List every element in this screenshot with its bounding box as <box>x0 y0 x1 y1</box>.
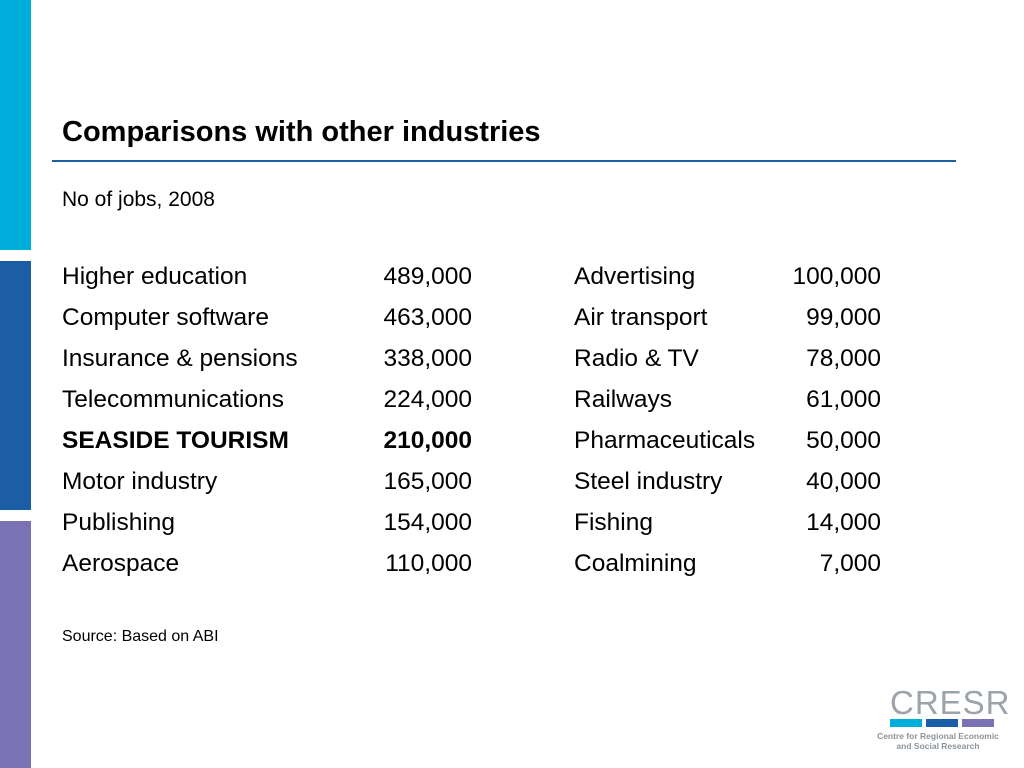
industry-name: SEASIDE TOURISM <box>62 427 289 454</box>
jobs-value: 110,000 <box>385 550 472 577</box>
jobs-table-right: Advertising 100,000 Air transport 99,000… <box>574 260 884 588</box>
logo-stripes <box>890 719 994 727</box>
logo-stripe-cyan <box>890 719 922 727</box>
table-row: Motor industry 165,000 <box>62 465 472 506</box>
jobs-value: 78,000 <box>806 345 881 372</box>
industry-name: Advertising <box>574 263 696 290</box>
logo-subtitle-line: Centre for Regional Economic <box>877 731 999 741</box>
industry-name: Fishing <box>574 509 653 536</box>
side-bar-bottom <box>0 521 31 768</box>
jobs-value: 489,000 <box>383 263 472 290</box>
table-row: Railways 61,000 <box>574 383 884 424</box>
logo-stripe-purple <box>962 719 994 727</box>
table-row: Steel industry 40,000 <box>574 465 884 506</box>
industry-name: Higher education <box>62 263 248 290</box>
industry-name: Air transport <box>574 304 708 331</box>
industry-name: Aerospace <box>62 550 180 577</box>
industry-name: Railways <box>574 386 673 413</box>
industry-name: Computer software <box>62 304 269 331</box>
table-row: Advertising 100,000 <box>574 260 884 301</box>
jobs-value: 463,000 <box>383 304 472 331</box>
table-row: Air transport 99,000 <box>574 301 884 342</box>
table-row: Aerospace 110,000 <box>62 547 472 588</box>
logo-wordmark: CRESR <box>890 684 1011 721</box>
industry-name: Motor industry <box>62 468 218 495</box>
table-row: Coalmining 7,000 <box>574 547 884 588</box>
industry-name: Telecommunications <box>62 386 284 413</box>
cresr-logo: CRESR Centre for Regional Economic and S… <box>876 684 1009 752</box>
source-note: Source: Based on ABI <box>62 628 219 645</box>
jobs-value: 210,000 <box>383 427 472 454</box>
industry-name: Steel industry <box>574 468 723 495</box>
industry-name: Radio & TV <box>574 345 699 372</box>
jobs-value: 154,000 <box>383 509 472 536</box>
table-row: Computer software 463,000 <box>62 301 472 342</box>
jobs-value: 165,000 <box>383 468 472 495</box>
industry-name: Publishing <box>62 509 176 536</box>
logo-stripe-blue <box>926 719 958 727</box>
industry-name: Coalmining <box>574 550 697 577</box>
jobs-value: 99,000 <box>806 304 881 331</box>
side-bar-middle <box>0 261 31 510</box>
table-row: Fishing 14,000 <box>574 506 884 547</box>
table-row-highlighted: SEASIDE TOURISM 210,000 <box>62 424 472 465</box>
jobs-value: 7,000 <box>819 550 881 577</box>
table-row: Telecommunications 224,000 <box>62 383 472 424</box>
table-row: Publishing 154,000 <box>62 506 472 547</box>
jobs-table-left: Higher education 489,000 Computer softwa… <box>62 260 472 588</box>
jobs-value: 50,000 <box>806 427 881 454</box>
industry-name: Pharmaceuticals <box>574 427 756 454</box>
title-divider <box>52 160 956 162</box>
table-row: Radio & TV 78,000 <box>574 342 884 383</box>
table-row: Insurance & pensions 338,000 <box>62 342 472 383</box>
side-bar-top <box>0 0 31 250</box>
jobs-value: 61,000 <box>806 386 881 413</box>
jobs-value: 338,000 <box>383 345 472 372</box>
table-row: Higher education 489,000 <box>62 260 472 301</box>
jobs-value: 14,000 <box>806 509 881 536</box>
table-row: Pharmaceuticals 50,000 <box>574 424 884 465</box>
jobs-value: 100,000 <box>792 263 881 290</box>
jobs-value: 40,000 <box>806 468 881 495</box>
logo-subtitle-line: and Social Research <box>896 741 980 751</box>
page-title: Comparisons with other industries <box>62 116 541 148</box>
jobs-value: 224,000 <box>383 386 472 413</box>
subtitle: No of jobs, 2008 <box>62 188 215 211</box>
logo-subtitle: Centre for Regional Economic and Social … <box>876 731 1000 751</box>
industry-name: Insurance & pensions <box>62 345 298 372</box>
